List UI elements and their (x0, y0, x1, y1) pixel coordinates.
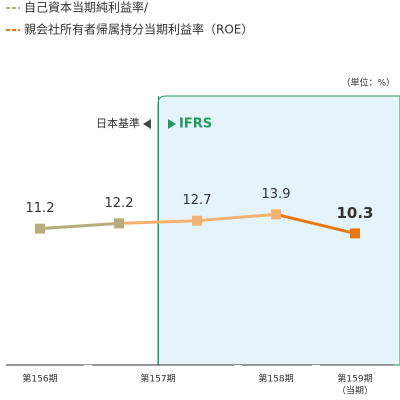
legend-label: 親会社所有者帰属持分当期利益率（ROE） (24, 22, 253, 37)
right-arrow (168, 119, 176, 129)
legend-label: 自己資本当期純利益率/ (24, 0, 149, 15)
line-segment (39, 221, 120, 231)
ifrs-area (157, 95, 400, 366)
ifrs-label: IFRS (179, 117, 212, 132)
x-tick-label: 第157期 (140, 373, 175, 385)
unit-label: （単位：%） (341, 77, 395, 89)
line-segment (118, 219, 198, 225)
point (192, 215, 202, 226)
line-segment (275, 212, 356, 235)
left-arrow (143, 119, 151, 129)
ifrs-border (158, 96, 159, 365)
value-label: 13.9 (262, 187, 291, 202)
line-segment (196, 212, 277, 223)
point (35, 223, 45, 234)
value-label: 11.2 (26, 201, 55, 216)
x-tick-label-current: （当期） (337, 385, 373, 397)
point (350, 228, 360, 239)
value-label: 12.7 (183, 193, 212, 208)
x-tick-label: 第158期 (258, 373, 293, 385)
value-label: 12.2 (105, 196, 134, 211)
x-tick-label: 第159期 (337, 373, 372, 385)
point (114, 218, 124, 229)
x-tick-label: 第156期 (22, 373, 57, 385)
point (271, 209, 281, 220)
jgaap-label: 日本基準 (96, 116, 140, 130)
value-label: 10.3 (336, 204, 373, 222)
